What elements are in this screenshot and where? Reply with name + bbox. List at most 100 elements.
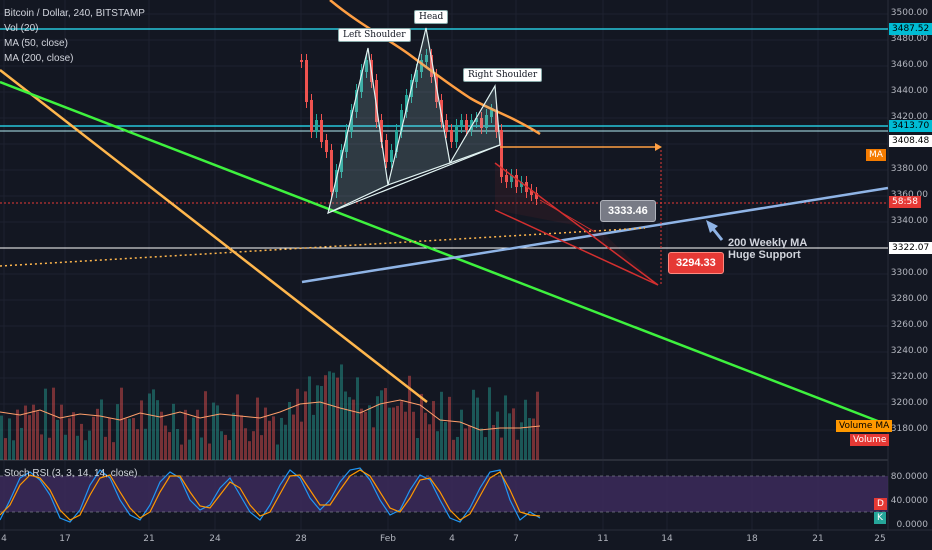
- price-axis-label: 3180.00: [890, 424, 928, 434]
- time-axis-label: 4: [1, 534, 7, 544]
- price-axis-label: 3480.00: [890, 34, 928, 44]
- volume-bar: [76, 435, 79, 460]
- candle-body: [420, 60, 423, 72]
- wedge-pattern[interactable]: [494, 162, 659, 286]
- volume-bar: [372, 427, 375, 460]
- legend-ma50[interactable]: MA (50, close): [4, 38, 68, 49]
- volume-bar: [112, 442, 115, 460]
- volume-bar: [480, 428, 483, 460]
- candle-body: [365, 60, 368, 72]
- stoch-axis-label: 80.0000: [890, 472, 928, 482]
- candle-body: [500, 130, 503, 177]
- volume-bar: [332, 372, 335, 460]
- candle-body: [465, 120, 468, 130]
- volume-bar: [436, 431, 439, 460]
- volume-bar: [232, 412, 235, 460]
- time-axis-label: 18: [746, 534, 758, 544]
- volume-bar: [52, 387, 55, 460]
- stoch-axis-label: 0.0000: [896, 520, 929, 530]
- volume-bar: [276, 444, 279, 460]
- stoch-legend[interactable]: Stoch RSI (3, 3, 14, 14, close): [4, 468, 138, 479]
- volume-bar: [256, 397, 259, 460]
- volume-bar: [528, 418, 531, 460]
- candle-body: [355, 90, 358, 112]
- volume-bar: [124, 418, 127, 460]
- time-axis-label: 17: [59, 534, 71, 544]
- legend-symbol[interactable]: Bitcoin / Dollar, 240, BITSTAMP: [4, 8, 145, 19]
- volume-bar: [520, 422, 523, 460]
- weekly-ma-line[interactable]: [301, 186, 889, 284]
- volume-bar: [100, 399, 103, 460]
- volume-bar: [388, 407, 391, 460]
- time-axis-label: 28: [295, 534, 307, 544]
- volume-bar: [336, 377, 339, 460]
- weekly-ma-note[interactable]: 200 Weekly MA Huge Support: [728, 237, 807, 261]
- volume-bar: [40, 434, 43, 460]
- stoch-d-tag: D: [874, 498, 887, 510]
- volume-bar: [8, 418, 11, 460]
- arrow-icon: [706, 220, 724, 241]
- candle-body: [425, 55, 428, 62]
- candle-body: [345, 130, 348, 152]
- volume-bar: [156, 400, 159, 460]
- volume-bar: [328, 371, 331, 460]
- price-axis-label: 3440.00: [890, 86, 928, 96]
- volume-ma-tag: Volume MA: [836, 420, 893, 432]
- right-shoulder-label[interactable]: Right Shoulder: [463, 68, 543, 82]
- volume-bar: [512, 408, 515, 460]
- legend-ma200[interactable]: MA (200, close): [4, 53, 74, 64]
- price-axis-label: 3360.00: [890, 190, 928, 200]
- legend-vol[interactable]: Vol (20): [4, 23, 39, 34]
- candle-body: [400, 110, 403, 132]
- volume-bar: [404, 411, 407, 460]
- volume-bar: [496, 411, 499, 460]
- volume-bar: [516, 439, 519, 460]
- candle-body: [300, 60, 303, 62]
- candle-body: [325, 140, 328, 152]
- price-axis-label: 3300.00: [890, 268, 928, 278]
- volume-bar: [280, 417, 283, 460]
- time-axis-label: Feb: [380, 534, 396, 544]
- volume-bar: [464, 428, 467, 460]
- volume-bar: [56, 419, 59, 460]
- price-axis-label: 3220.00: [890, 372, 928, 382]
- price-axis-label: 3240.00: [890, 346, 928, 356]
- price-axis-label: 3460.00: [890, 60, 928, 70]
- volume-bar: [140, 400, 143, 460]
- volume-bar: [396, 405, 399, 460]
- price-axis-label: 3280.00: [890, 294, 928, 304]
- volume-bar: [472, 389, 475, 460]
- head-shoulders-pattern[interactable]: [327, 27, 662, 285]
- head-label[interactable]: Head: [414, 10, 449, 24]
- note-line-2: Huge Support: [728, 249, 801, 261]
- left-shoulder-label[interactable]: Left Shoulder: [338, 28, 411, 42]
- candle-body: [330, 150, 333, 192]
- volume-bar: [184, 409, 187, 460]
- volume-bar: [60, 404, 63, 460]
- target-bubble-3294[interactable]: 3294.33: [668, 252, 724, 274]
- candle-body: [510, 175, 513, 182]
- volume-bar: [304, 391, 307, 460]
- orange-diagonal-line[interactable]: [0, 69, 428, 403]
- time-axis-label: 21: [812, 534, 824, 544]
- green-trend-line[interactable]: [0, 80, 889, 427]
- price-tag-current: 58:58: [889, 196, 921, 208]
- chart-legend[interactable]: Bitcoin / Dollar, 240, BITSTAMP Vol (20)…: [4, 6, 145, 66]
- candle-body: [535, 193, 538, 199]
- price-tag-3322: 3322.07: [889, 242, 932, 254]
- stoch-k-line: [0, 467, 541, 523]
- volume-bar: [460, 409, 463, 460]
- volume-bar: [68, 418, 71, 460]
- candle-body: [315, 120, 318, 132]
- volume-bar: [416, 437, 419, 460]
- candle-body: [385, 140, 388, 162]
- volume-bar: [84, 440, 87, 460]
- volume-bar: [208, 443, 211, 460]
- target-bubble-3333[interactable]: 3333.46: [600, 200, 656, 222]
- candle-body: [335, 170, 338, 192]
- volume-bar: [0, 415, 3, 460]
- volume-bar: [376, 396, 379, 460]
- volume-bar: [32, 404, 35, 460]
- volume-bar: [272, 416, 275, 460]
